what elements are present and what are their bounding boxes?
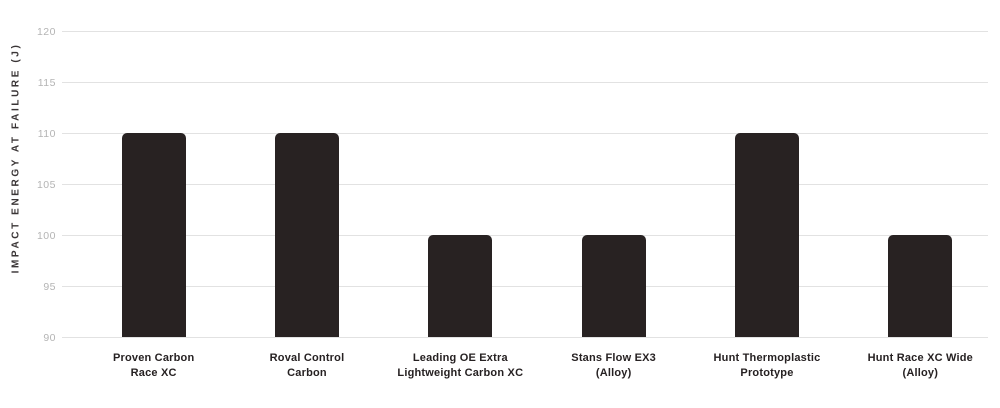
y-tick-label-90: 90: [43, 331, 56, 344]
bar-slot-4: [690, 31, 843, 337]
bar-slot-2: [384, 31, 537, 337]
bar-slot-5: [844, 31, 997, 337]
bar-3: [581, 235, 646, 337]
gridline-120: 120: [37, 26, 988, 38]
y-tick-label-95: 95: [43, 280, 56, 293]
y-axis-title: IMPACT ENERGY AT FAILURE (J): [10, 42, 22, 274]
category-label-3: Stans Flow EX3 (Alloy): [571, 352, 656, 379]
gridline-105: 105: [37, 179, 988, 191]
category-label-2: Leading OE Extra Lightweight Carbon XC: [397, 352, 524, 379]
y-tick-label-115: 115: [37, 76, 56, 89]
bar-slot-3: [537, 31, 690, 337]
bar-5: [888, 235, 953, 337]
category-label-5: Hunt Race XC Wide (Alloy): [867, 352, 973, 379]
gridline-115: 115: [38, 77, 988, 89]
category-labels: Proven Carbon Race XC Roval Control Carbon L…: [77, 351, 997, 381]
bar-1: [274, 133, 339, 337]
y-tick-label-100: 100: [36, 229, 56, 242]
category-label-0: Proven Carbon Race XC: [112, 352, 195, 379]
plot-area: 120 115 110 105 100 95 90: [37, 26, 988, 344]
gridline-100: 100: [37, 230, 988, 242]
bar-0: [121, 133, 186, 337]
bar-slot-1: [230, 31, 383, 337]
bar-2: [428, 235, 493, 337]
bars-container: [77, 31, 997, 337]
y-tick-label-105: 105: [36, 178, 56, 191]
y-tick-label-110: 110: [37, 127, 56, 140]
gridline-95: 95: [43, 281, 988, 293]
bar-slot-0: [77, 31, 230, 337]
bar-4: [734, 133, 799, 337]
category-label-1: Roval Control Carbon: [269, 352, 345, 379]
gridline-110: 110: [38, 128, 988, 140]
gridline-90: 90: [43, 332, 988, 344]
category-label-4: Hunt Thermoplastic Prototype: [713, 352, 821, 379]
y-tick-label-120: 120: [36, 25, 56, 38]
